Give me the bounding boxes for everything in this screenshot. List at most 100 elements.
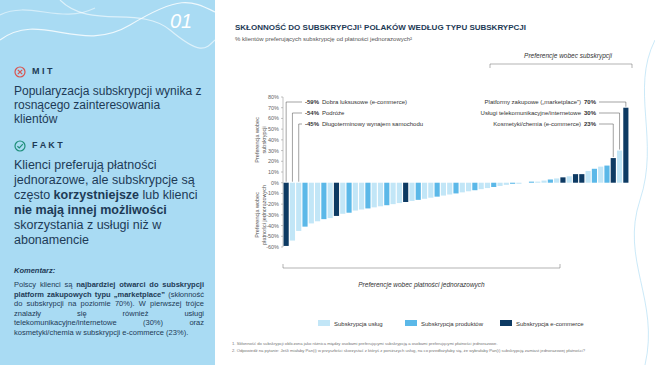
annotation: Kosmetyki/chemia (e-commerce)23%: [493, 121, 596, 127]
bar: [516, 183, 521, 184]
fact-part: lub klienci: [139, 188, 197, 202]
region-label: Preferencje wobec subskrypcji: [524, 52, 612, 60]
y-tick: [281, 214, 283, 215]
bar: [491, 183, 496, 187]
bar: [391, 183, 396, 204]
y-tick-label: 80%: [268, 94, 279, 100]
y-tick: [281, 225, 283, 226]
bar: [365, 183, 370, 209]
annotation: -59%Dobra luksusowe (e-commerce): [305, 99, 407, 105]
chart: SKŁONNOŚĆ DO SUBSKRYPCJI¹ POLAKÓW WEDŁUG…: [0, 0, 655, 365]
annotation-text: Dobra luksusowe (e-commerce): [322, 99, 407, 105]
legend-label: Subskrypcja e-commerce: [516, 321, 584, 327]
bar: [422, 183, 427, 199]
bar: [523, 182, 528, 183]
annotation-value: -54%: [305, 110, 320, 116]
bar: [604, 166, 609, 183]
bar: [460, 183, 465, 193]
annotation: Usługi telekomunikacyjne/internetowe30%: [481, 110, 597, 116]
bar: [529, 182, 534, 183]
leader-line: [599, 124, 613, 157]
region-bracket: [490, 64, 632, 68]
myth-icon: [14, 66, 26, 78]
fact-bold: korzystniejsze: [54, 188, 139, 202]
myth-label: M I T: [32, 66, 53, 76]
bar: [328, 183, 333, 218]
annotation-text: Platformy zakupowe („marketplace”): [485, 99, 581, 105]
comment-text: Polscy klienci są najbardziej otwarci do…: [14, 280, 204, 338]
bar: [623, 108, 628, 183]
bar: [372, 183, 377, 208]
y-tick-label: -40%: [266, 223, 279, 229]
y-tick-label: -30%: [266, 212, 279, 218]
annotation-text: Usługi telekomunikacyjne/internetowe: [481, 110, 582, 116]
bar: [284, 183, 289, 246]
fact-label: F A K T: [32, 140, 63, 150]
bar: [309, 183, 314, 224]
region-bracket: [283, 264, 560, 268]
legend-swatch: [405, 320, 417, 326]
bar: [441, 183, 446, 196]
bar: [428, 183, 433, 198]
y-tick-label: -60%: [266, 244, 279, 250]
bar: [611, 158, 616, 183]
bar: [384, 183, 389, 206]
y-tick: [281, 139, 283, 140]
wave: [0, 3, 215, 40]
y-tick-label: 0%: [271, 180, 279, 186]
bars: [284, 108, 629, 246]
bar: [334, 183, 339, 216]
footnote: 1. Skłonność do subskrypcji obliczona ja…: [232, 341, 498, 346]
bar: [302, 183, 307, 227]
bar: [315, 183, 320, 222]
bar: [497, 183, 502, 186]
bar: [403, 183, 408, 202]
bar: [554, 178, 559, 182]
annotation-value: 70%: [584, 99, 597, 105]
region-label: Preferencje wobec płatności jednorazowyc…: [358, 281, 485, 289]
legend-label: Subskrypcja usług: [334, 321, 383, 327]
y-axis-label-line: Preferencja wobec: [254, 192, 260, 238]
bar: [535, 182, 540, 183]
bar: [541, 181, 546, 183]
legend-label: Subskrypcja produktów: [421, 321, 484, 327]
leader-line: [599, 102, 626, 107]
leader-line: [286, 102, 302, 182]
bar: [453, 183, 458, 194]
y-tick: [281, 247, 283, 248]
bar: [435, 183, 440, 197]
y-tick: [281, 97, 283, 98]
y-tick: [281, 129, 283, 130]
bar: [397, 183, 402, 203]
y-tick: [281, 182, 283, 183]
y-tick-label: 20%: [268, 158, 279, 164]
bar: [340, 183, 345, 214]
fact-bold: nie mają innej możliwości: [14, 203, 167, 217]
bar: [409, 183, 414, 201]
y-tick: [281, 161, 283, 162]
y-tick-label: -10%: [266, 190, 279, 196]
y-tick: [281, 107, 283, 108]
icon-check: [17, 144, 22, 148]
bar: [472, 183, 477, 191]
y-tick: [281, 150, 283, 151]
annotation-value: -45%: [305, 121, 320, 127]
bar: [586, 171, 591, 183]
legend-swatch: [500, 320, 512, 326]
annotation-text: Podróże: [322, 110, 345, 116]
icon-cross: [18, 70, 22, 74]
leader-line: [292, 113, 302, 182]
fact-text: Klienci preferują płatności jednorazowe,…: [14, 158, 204, 248]
annotation-text: Długoterminowy wynajem samochodu: [322, 121, 423, 127]
bar: [290, 183, 295, 241]
leader-line: [299, 124, 302, 182]
left-panel: 01M I TPopularyzacja subskrypcji wynika …: [0, 0, 215, 365]
bar: [573, 174, 578, 183]
bar: [479, 183, 484, 189]
comment-label: Komentarz:: [14, 266, 55, 275]
bar: [466, 183, 471, 192]
bar: [447, 183, 452, 195]
y-tick-label: 70%: [268, 105, 279, 111]
bar: [548, 180, 553, 183]
wave: [0, 8, 95, 15]
